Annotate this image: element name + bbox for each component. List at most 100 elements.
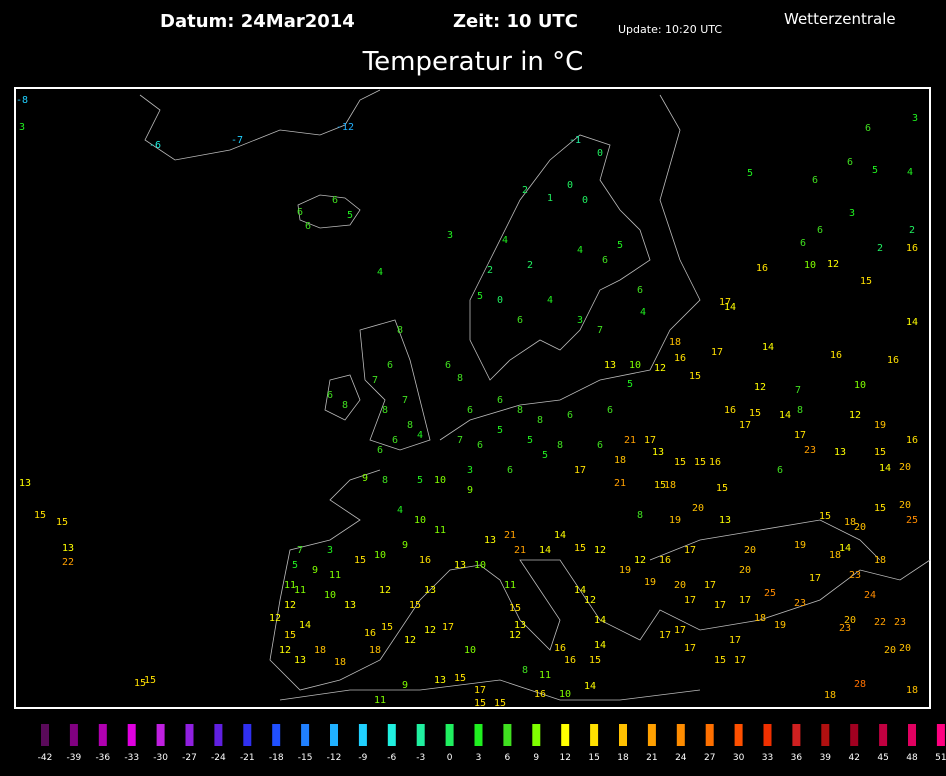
station-temperature: 8 — [522, 665, 528, 676]
station-temperature: 2 — [877, 243, 883, 254]
station-temperature: 3 — [447, 230, 453, 241]
station-temperature: 10 — [464, 645, 476, 656]
station-temperature: 18 — [369, 645, 381, 656]
station-temperature: 20 — [739, 565, 751, 576]
station-temperature: 16 — [887, 355, 899, 366]
station-temperature: 12 — [379, 585, 391, 596]
station-temperature: 14 — [879, 463, 891, 474]
station-temperature: 18 — [844, 517, 856, 528]
station-temperature: 5 — [872, 165, 878, 176]
station-temperature: 6 — [777, 465, 783, 476]
station-temperature: 17 — [794, 430, 806, 441]
station-temperature: 5 — [477, 291, 483, 302]
colorbar-label: -24 — [211, 753, 226, 763]
colorbar-label: 24 — [675, 753, 687, 763]
station-temperature: 23 — [804, 445, 816, 456]
station-temperature: 9 — [402, 680, 408, 691]
station-temperature: 18 — [874, 555, 886, 566]
station-temperature: 11 — [294, 585, 306, 596]
station-temperature: 19 — [874, 420, 886, 431]
colorbar-label: -39 — [67, 753, 82, 763]
station-temperature: 8 — [397, 325, 403, 336]
station-temperature: 25 — [764, 588, 776, 599]
station-temperature: 13 — [424, 585, 436, 596]
station-temperature: 17 — [704, 580, 716, 591]
station-temperature: 15 — [819, 511, 831, 522]
colorbar-label: 18 — [617, 753, 629, 763]
station-temperature: 8 — [637, 510, 643, 521]
station-temperature: 5 — [292, 560, 298, 571]
station-temperature: 11 — [434, 525, 446, 536]
station-temperature: 5 — [497, 425, 503, 436]
station-temperature: 5 — [542, 450, 548, 461]
station-temperature: 15 — [144, 675, 156, 686]
station-temperature: 6 — [812, 175, 818, 186]
greenland-coast — [139, 89, 381, 161]
station-temperature: 4 — [397, 505, 403, 516]
station-temperature: -12 — [336, 122, 354, 133]
station-temperature: 16 — [906, 435, 918, 446]
station-temperature: 4 — [417, 430, 423, 441]
station-temperature: 6 — [817, 225, 823, 236]
colorbar-label: 36 — [791, 753, 803, 763]
colorbar-swatch — [619, 724, 627, 746]
station-temperature: 17 — [574, 465, 586, 476]
station-temperature: 15 — [34, 510, 46, 521]
station-temperature: 18 — [669, 337, 681, 348]
station-temperature: 16 — [906, 243, 918, 254]
colorbar-label: -12 — [327, 753, 342, 763]
station-temperature: 14 — [584, 681, 596, 692]
station-temperature: 28 — [854, 679, 866, 690]
station-temperature: 16 — [364, 628, 376, 639]
colorbar-swatch — [214, 724, 223, 746]
britain-coast — [359, 319, 431, 451]
station-temperature: 20 — [674, 580, 686, 591]
colorbar-label: 39 — [820, 753, 832, 763]
colorbar-label: -27 — [182, 753, 197, 763]
station-temperature: 14 — [839, 543, 851, 554]
station-temperature: 12 — [634, 555, 646, 566]
station-temperature: 10 — [804, 260, 816, 271]
station-temperature: 17 — [734, 655, 746, 666]
station-temperature: 0 — [497, 295, 503, 306]
station-temperature: 0 — [567, 180, 573, 191]
station-temperature: 6 — [497, 395, 503, 406]
station-temperature: 12 — [754, 382, 766, 393]
station-temperature: 14 — [299, 620, 311, 631]
station-temperature: 16 — [756, 263, 768, 274]
colorbar-label: -33 — [124, 753, 139, 763]
station-temperature: 15 — [134, 678, 146, 689]
station-temperature: 4 — [547, 295, 553, 306]
station-temperature: 3 — [19, 122, 25, 133]
colorbar-label: -18 — [269, 753, 284, 763]
station-temperature: 16 — [564, 655, 576, 666]
colorbar-swatch — [98, 724, 107, 746]
colorbar-swatch — [69, 724, 78, 746]
station-temperature: 19 — [774, 620, 786, 631]
station-temperature: 10 — [854, 380, 866, 391]
colorbar-label: 9 — [533, 753, 539, 763]
station-temperature: 15 — [654, 480, 666, 491]
station-temperature: 17 — [739, 420, 751, 431]
station-temperature: 15 — [509, 603, 521, 614]
colorbar-label: -15 — [298, 753, 313, 763]
map-frame — [14, 87, 931, 709]
station-temperature: -7 — [231, 135, 243, 146]
station-temperature: 17 — [659, 630, 671, 641]
station-temperature: 8 — [457, 373, 463, 384]
colorbar-swatch — [387, 724, 396, 746]
colorbar-label: -30 — [153, 753, 168, 763]
station-temperature: 6 — [327, 390, 333, 401]
station-temperature: 15 — [874, 447, 886, 458]
station-temperature: 8 — [342, 400, 348, 411]
station-temperature: 15 — [674, 457, 686, 468]
station-temperature: 10 — [474, 560, 486, 571]
colorbar-label: -3 — [416, 753, 425, 763]
station-temperature: 13 — [294, 655, 306, 666]
date-label: Datum: 24Mar2014 — [160, 11, 355, 32]
station-temperature: 5 — [617, 240, 623, 251]
station-temperature: 4 — [577, 245, 583, 256]
station-temperature: 17 — [674, 625, 686, 636]
colorbar-swatch — [330, 724, 338, 746]
